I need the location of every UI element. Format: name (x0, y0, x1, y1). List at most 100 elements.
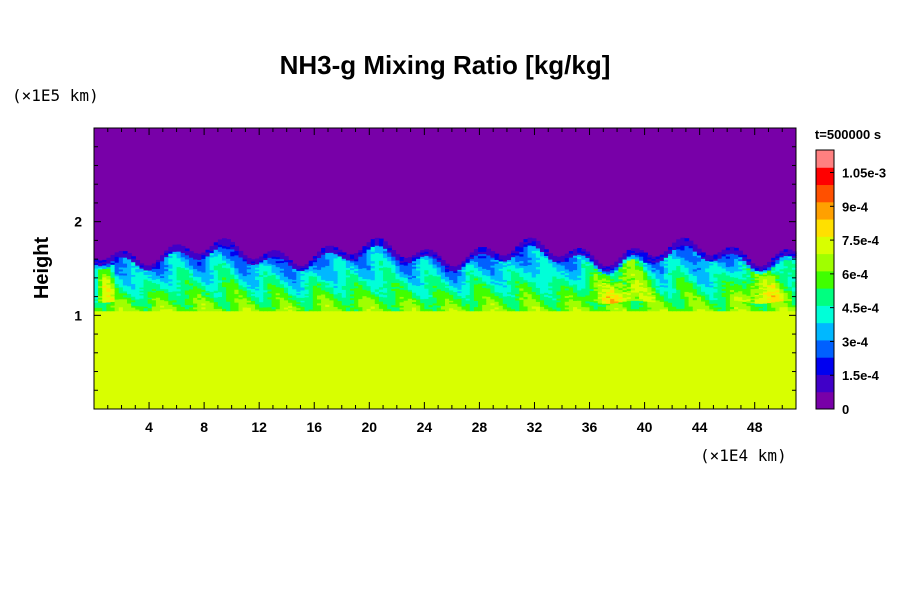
heatmap-cell (742, 308, 748, 312)
heatmap-cell (403, 263, 409, 266)
heatmap-cell (461, 261, 467, 264)
heatmap-cell (696, 271, 702, 275)
heatmap-cell (172, 288, 178, 292)
heatmap-cell (643, 260, 648, 263)
heatmap-cell (486, 248, 492, 252)
heatmap-cell (209, 269, 215, 273)
heatmap-cell (188, 271, 194, 274)
heatmap-cell (750, 298, 756, 301)
heatmap-cell (531, 298, 537, 302)
heatmap-cell (279, 268, 285, 271)
heatmap-cell (469, 266, 475, 269)
heatmap-cell (449, 277, 454, 281)
heatmap-cell (428, 253, 434, 257)
heatmap-cell (325, 295, 330, 299)
heatmap-cell (321, 266, 326, 270)
heatmap-cell (622, 285, 628, 289)
heatmap-cell (333, 278, 339, 282)
heatmap-cell (197, 295, 202, 298)
heatmap-cell (445, 276, 450, 279)
heatmap-cell (242, 288, 248, 291)
heatmap-cell (151, 302, 157, 305)
heatmap-cell (114, 306, 120, 310)
heatmap-cell (432, 293, 438, 296)
heatmap-cell (226, 274, 231, 278)
heatmap-cell (110, 290, 116, 293)
heatmap-cell (494, 287, 500, 291)
heatmap-cell (527, 276, 533, 280)
heatmap-cell (151, 287, 157, 290)
heatmap-cell (238, 286, 244, 290)
heatmap-cell (754, 270, 760, 273)
heatmap-cell (94, 283, 99, 286)
heatmap-cell (94, 273, 99, 276)
heatmap-cell (643, 279, 648, 283)
heatmap-cell (634, 277, 640, 281)
heatmap-cell (742, 301, 748, 304)
heatmap-cell (312, 303, 318, 306)
heatmap-cell (742, 278, 748, 282)
heatmap-cell (767, 292, 772, 295)
heatmap-cell (370, 279, 376, 283)
heatmap-cell (655, 279, 661, 283)
heatmap-cell (556, 298, 562, 301)
heatmap-cell (217, 277, 223, 281)
heatmap-cell (457, 307, 463, 310)
heatmap-cell (350, 262, 355, 265)
heatmap-cell (288, 297, 293, 300)
heatmap-cell (775, 276, 781, 280)
heatmap-cell (742, 273, 748, 276)
heatmap-cell (222, 255, 227, 259)
heatmap-cell (209, 308, 215, 312)
heatmap-cell (407, 258, 413, 262)
heatmap-cell (465, 301, 471, 305)
heatmap-cell (102, 295, 107, 298)
heatmap-cell (395, 280, 401, 283)
heatmap-cell (271, 260, 277, 263)
heatmap-cell (143, 280, 149, 283)
heatmap-cell (762, 284, 768, 287)
heatmap-cell (705, 292, 710, 295)
heatmap-cell (729, 280, 735, 284)
heatmap-cell (283, 308, 289, 312)
heatmap-cell (350, 254, 355, 257)
heatmap-cell (701, 293, 706, 296)
heatmap-cell (325, 269, 330, 273)
heatmap-cell (387, 308, 392, 312)
heatmap-cell (234, 284, 240, 288)
heatmap-cell (366, 262, 372, 266)
heatmap-cell (548, 308, 553, 312)
heatmap-cell (449, 304, 454, 307)
heatmap-cell (445, 304, 450, 307)
heatmap-cell (304, 279, 310, 282)
heatmap-cell (316, 298, 322, 302)
heatmap-cell (387, 286, 392, 290)
heatmap-cell (725, 272, 731, 276)
heatmap-cell (362, 291, 368, 295)
heatmap-cell (383, 259, 388, 263)
heatmap-cell (143, 271, 149, 274)
heatmap-cell (515, 278, 520, 282)
heatmap-cell (622, 262, 628, 266)
heatmap-cell (197, 257, 202, 261)
heatmap-cell (98, 268, 103, 272)
heatmap-cell (428, 251, 434, 255)
heatmap-cell (362, 265, 368, 269)
heatmap-cell (238, 284, 244, 288)
heatmap-cell (378, 291, 384, 295)
y-unit-label: (×1E5 km) (12, 86, 99, 105)
heatmap-cell (193, 276, 198, 279)
heatmap-cell (676, 270, 681, 274)
heatmap-cell (754, 288, 760, 291)
heatmap-cell (457, 309, 463, 312)
heatmap-cell (440, 281, 446, 285)
heatmap-cell (341, 285, 347, 288)
heatmap-cell (288, 295, 293, 298)
heatmap-cell (721, 263, 727, 267)
heatmap-cell (585, 261, 591, 264)
heatmap-cell (775, 286, 781, 289)
heatmap-cell (618, 260, 624, 264)
heatmap-cell (304, 281, 310, 284)
heatmap-cell (663, 261, 669, 264)
heatmap-cell (188, 263, 194, 266)
